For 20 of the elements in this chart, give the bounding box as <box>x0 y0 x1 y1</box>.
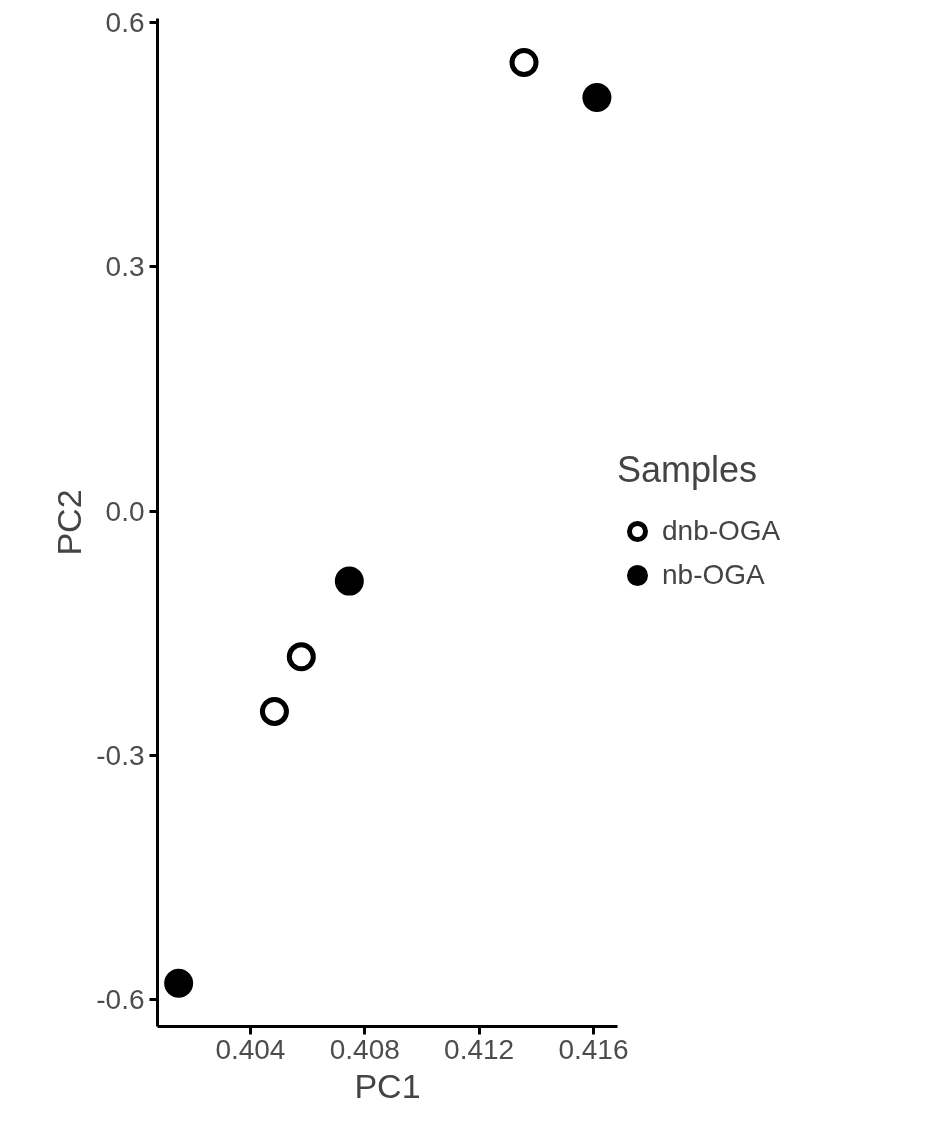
legend-title: Samples <box>617 449 759 491</box>
point <box>164 968 194 998</box>
x-tick-label: 0.408 <box>329 1033 400 1065</box>
point <box>334 566 364 596</box>
legend-label: dnb-OGA <box>662 515 781 547</box>
legend-label: nb-OGA <box>662 559 765 591</box>
y-tick-label: -0.6 <box>96 984 145 1016</box>
x-tick-label: 0.404 <box>215 1033 286 1065</box>
x-tick-label: 0.412 <box>444 1033 515 1065</box>
y-tick-label: -0.3 <box>96 739 145 771</box>
y-tick-label: 0.0 <box>105 495 145 527</box>
point <box>509 47 539 77</box>
y-tick-label: 0.3 <box>105 251 145 283</box>
y-tick-label: 0.6 <box>105 7 145 39</box>
point <box>582 83 612 112</box>
x-tick-label: 0.416 <box>558 1033 629 1065</box>
point <box>286 642 316 672</box>
point <box>259 696 289 726</box>
x-axis-title: PC1 <box>354 1066 421 1105</box>
y-axis-title: PC2 <box>50 489 89 556</box>
